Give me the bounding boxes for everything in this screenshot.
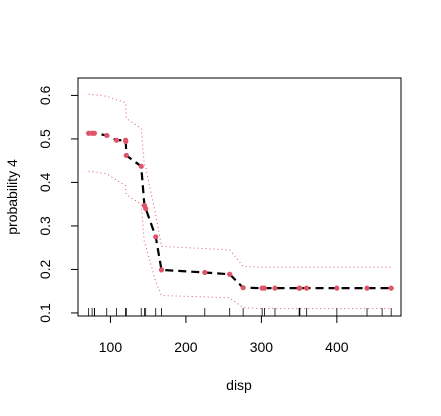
x-axis: 100 200 300 400 bbox=[99, 315, 349, 355]
data-point bbox=[138, 163, 144, 169]
x-axis-label: disp bbox=[226, 377, 252, 393]
data-point bbox=[304, 285, 310, 291]
data-point bbox=[113, 137, 120, 143]
x-tick-label: 200 bbox=[174, 339, 198, 355]
estimate-line bbox=[88, 132, 392, 290]
data-point bbox=[143, 205, 149, 212]
data-point bbox=[227, 271, 233, 277]
data-point bbox=[388, 285, 394, 291]
x-tick-label: 300 bbox=[250, 339, 274, 355]
rug-marks bbox=[88, 308, 392, 316]
data-point bbox=[123, 152, 129, 159]
y-axis: 0.1 0.2 0.3 0.4 0.5 0.6 bbox=[37, 85, 79, 323]
y-tick-label: 0.5 bbox=[37, 129, 53, 149]
upper-band-line bbox=[88, 93, 392, 268]
data-point bbox=[202, 269, 208, 276]
y-tick-label: 0.6 bbox=[37, 85, 53, 105]
y-axis-label: probability 4 bbox=[4, 159, 20, 235]
data-point bbox=[91, 130, 97, 136]
y-tick-label: 0.2 bbox=[37, 260, 53, 280]
estimate-series bbox=[86, 130, 394, 291]
y-tick-label: 0.3 bbox=[37, 216, 53, 236]
data-point bbox=[123, 138, 129, 145]
data-point bbox=[334, 285, 340, 291]
data-point bbox=[364, 285, 370, 291]
x-tick-label: 400 bbox=[325, 339, 349, 355]
x-tick-label: 100 bbox=[99, 339, 123, 355]
data-point bbox=[272, 285, 278, 291]
confidence-bands bbox=[88, 93, 392, 310]
y-tick-label: 0.1 bbox=[37, 303, 53, 323]
data-point bbox=[153, 234, 159, 240]
data-point bbox=[261, 285, 268, 291]
plot-frame bbox=[77, 77, 402, 317]
data-point bbox=[240, 285, 246, 291]
y-tick-label: 0.4 bbox=[37, 172, 53, 192]
data-point bbox=[297, 285, 303, 291]
data-point bbox=[158, 267, 165, 273]
lower-band-line bbox=[88, 170, 392, 310]
data-point bbox=[104, 132, 110, 139]
